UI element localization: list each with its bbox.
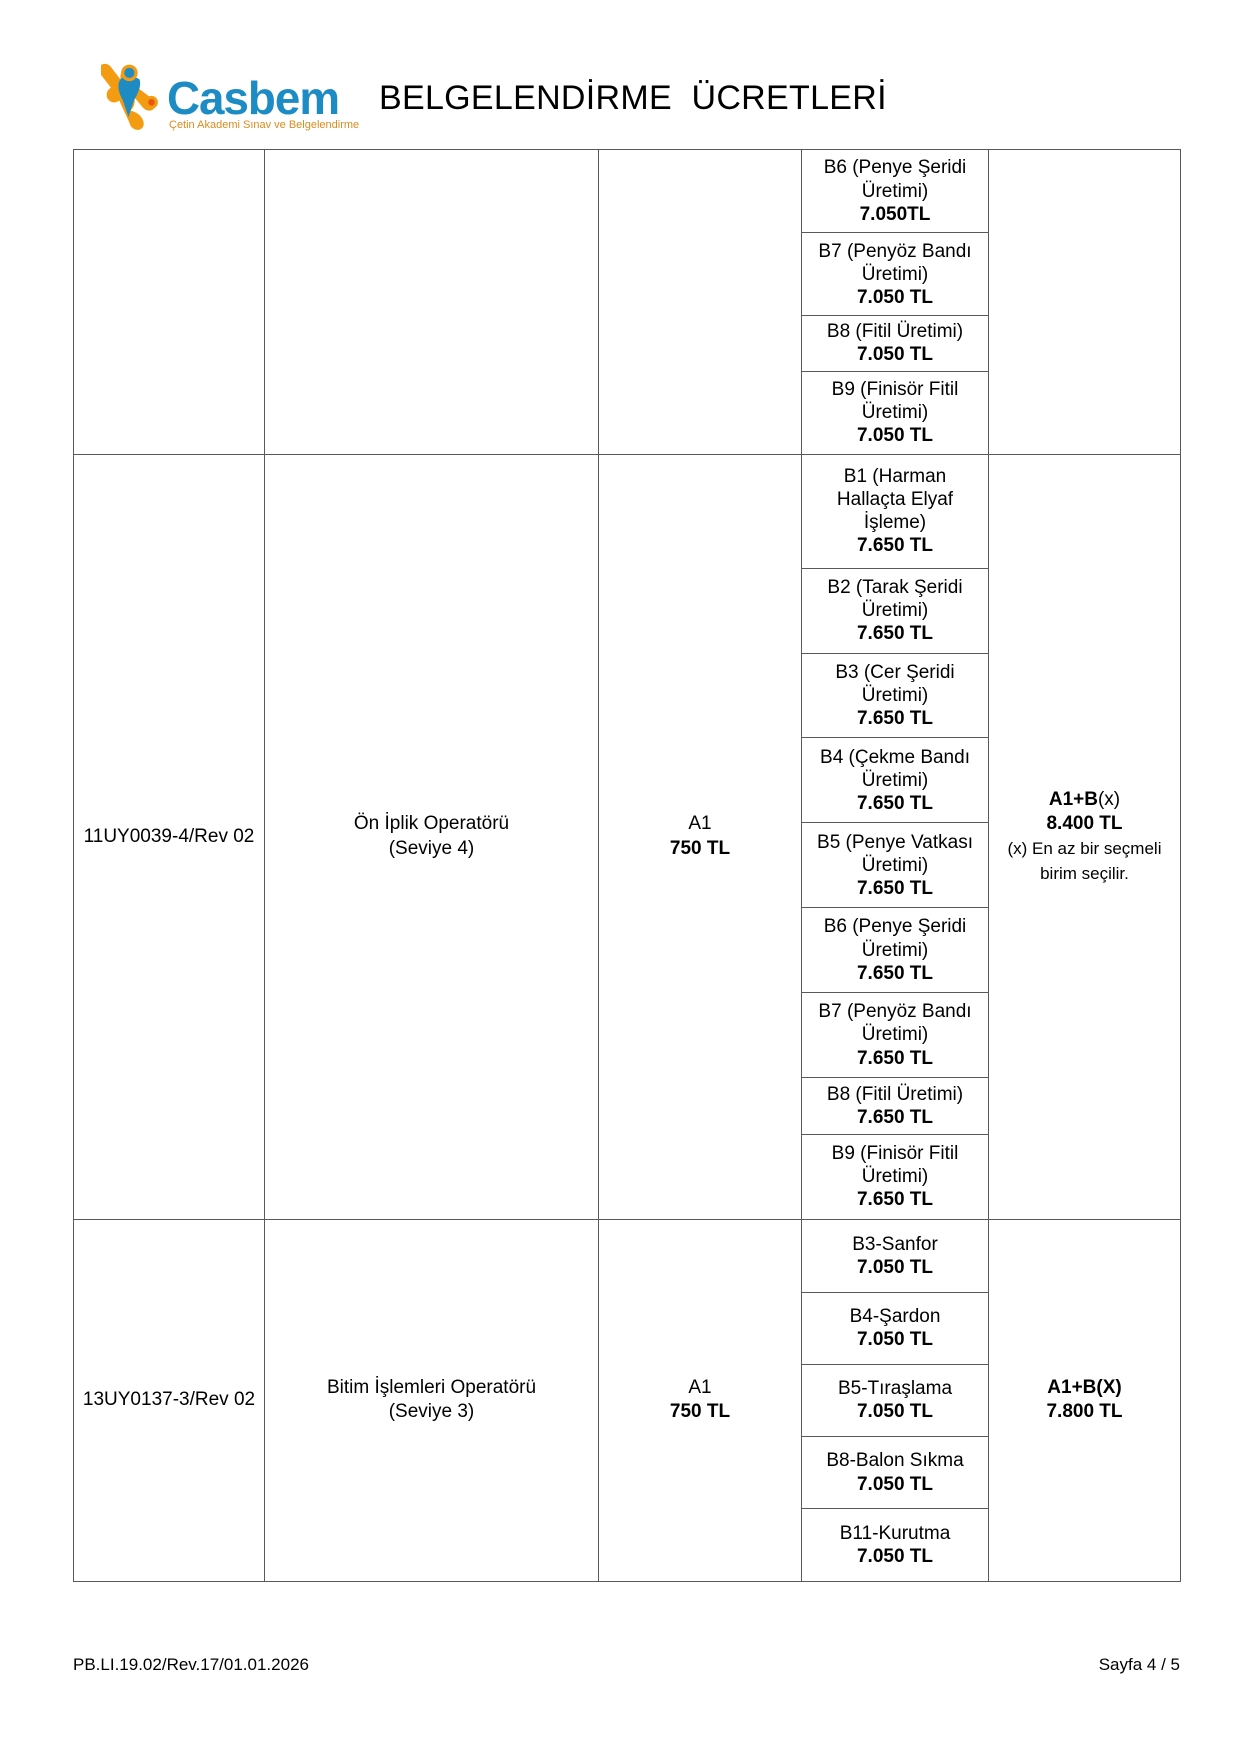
svg-text:Çetin Akademi Sınav ve Belgele: Çetin Akademi Sınav ve Belgelendirme Mer…	[169, 119, 361, 131]
svg-text:Casbem: Casbem	[167, 72, 339, 124]
